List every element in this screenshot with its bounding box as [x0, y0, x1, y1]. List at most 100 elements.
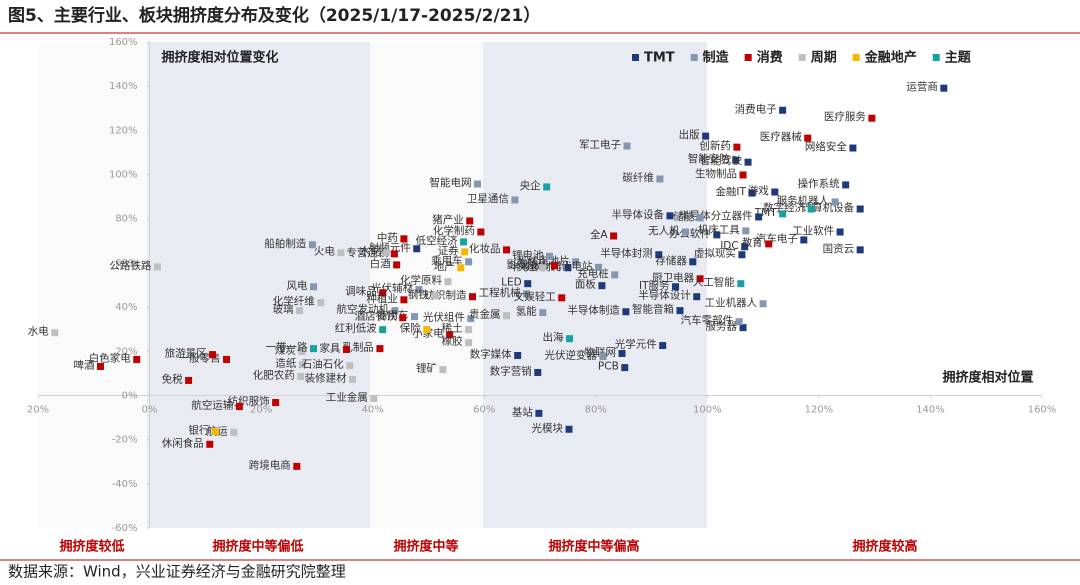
x-tick-label: 100%: [693, 404, 722, 415]
point-label: 保险: [400, 322, 421, 335]
point: [682, 228, 690, 236]
point-label: 化学纤维: [273, 295, 315, 308]
point: [545, 252, 553, 260]
point: [735, 318, 743, 326]
legend-label: 制造: [703, 50, 730, 66]
point: [337, 249, 345, 257]
point-label: 白色家电: [89, 351, 131, 364]
point: [272, 399, 280, 407]
point: [755, 213, 763, 221]
point: [744, 158, 752, 166]
point: [446, 331, 454, 339]
legend-swatch: [632, 54, 639, 61]
point-label: 地产: [434, 260, 455, 273]
point-label: 智能电网: [430, 176, 472, 189]
point: [293, 462, 301, 470]
point: [558, 294, 566, 302]
point: [739, 171, 747, 179]
point-label: 光模块: [532, 421, 564, 434]
point-label: 贵金属: [469, 308, 501, 321]
point: [598, 282, 606, 290]
point-label: 储能: [673, 210, 694, 223]
point: [411, 313, 418, 321]
point-label: 服务器: [706, 320, 738, 333]
point: [298, 347, 306, 355]
legend-label: 主题: [945, 50, 972, 66]
point: [748, 189, 756, 197]
point: [741, 243, 749, 251]
point: [836, 228, 844, 236]
point-label: TMT: [754, 207, 777, 219]
point: [400, 235, 408, 243]
point: [732, 156, 740, 164]
point-label: 航空发动机: [336, 303, 389, 316]
point: [133, 355, 141, 363]
point-label: 造纸: [275, 357, 296, 370]
point: [413, 245, 421, 253]
point-label: 出版: [679, 128, 700, 141]
point: [209, 351, 217, 359]
point: [310, 283, 318, 291]
point-label: 锂矿: [416, 362, 437, 375]
point: [346, 362, 354, 370]
legend-swatch: [690, 54, 698, 61]
point-label: 机床工具: [698, 223, 740, 236]
point-label: 船舶制造: [264, 237, 306, 250]
point-label: 半导体设备: [611, 208, 664, 221]
point: [693, 293, 701, 301]
point-label: 低空经济: [416, 234, 458, 247]
zone-label: 拥挤度中等偏低: [212, 539, 303, 555]
point: [779, 210, 787, 218]
point-label: 光伏组件: [423, 311, 465, 324]
point-label: 锂电池: [512, 248, 544, 261]
point-label: 免税: [162, 372, 183, 385]
point: [349, 376, 357, 384]
point: [317, 299, 325, 307]
point-label: 数字媒体: [470, 347, 512, 360]
x-tick-label: 20%: [250, 404, 272, 415]
point-label: 风电: [287, 279, 308, 292]
point: [523, 290, 531, 298]
point-label: 影视院线: [507, 258, 549, 271]
point: [572, 258, 580, 266]
point: [503, 312, 511, 320]
point-label: LED: [501, 277, 522, 289]
y-tick-label: 20%: [115, 346, 137, 357]
point: [431, 292, 439, 300]
point-label: IDC: [720, 240, 739, 252]
point-label: 钢铁: [408, 288, 429, 301]
y-tick-label: -60%: [112, 523, 138, 534]
y-annotation: 拥挤度相对位置变化: [161, 50, 278, 66]
point-label: 纺织服饰: [228, 395, 270, 408]
point: [511, 196, 519, 204]
point-label: 光学元件: [615, 338, 657, 351]
point: [460, 238, 468, 246]
point-label: 全A: [590, 228, 608, 241]
point-label: 存储器: [655, 254, 687, 267]
point-label: 化学原料: [400, 274, 442, 287]
point: [439, 366, 447, 374]
point: [742, 227, 750, 235]
point: [223, 355, 231, 363]
legend-swatch: [932, 54, 940, 61]
y-tick-label: 0%: [122, 390, 138, 401]
point: [444, 278, 452, 286]
point: [666, 212, 674, 220]
point: [399, 314, 407, 322]
x-annotation: 拥挤度相对位置: [942, 370, 1033, 386]
point-label: 白酒: [370, 257, 391, 270]
point: [298, 361, 306, 369]
point: [696, 214, 704, 222]
legend-label: 金融地产: [864, 50, 917, 66]
point-label: 半导体封测: [600, 247, 653, 260]
point-label: 半导体制造: [567, 304, 620, 317]
point: [465, 339, 473, 347]
point: [400, 296, 408, 304]
point-label: 虚拟现实: [694, 247, 736, 260]
point-label: 煤炭: [275, 343, 296, 356]
point: [842, 181, 850, 189]
point: [96, 363, 104, 371]
point-label: 航空运输: [191, 399, 233, 412]
point: [566, 335, 574, 343]
point: [461, 248, 469, 256]
